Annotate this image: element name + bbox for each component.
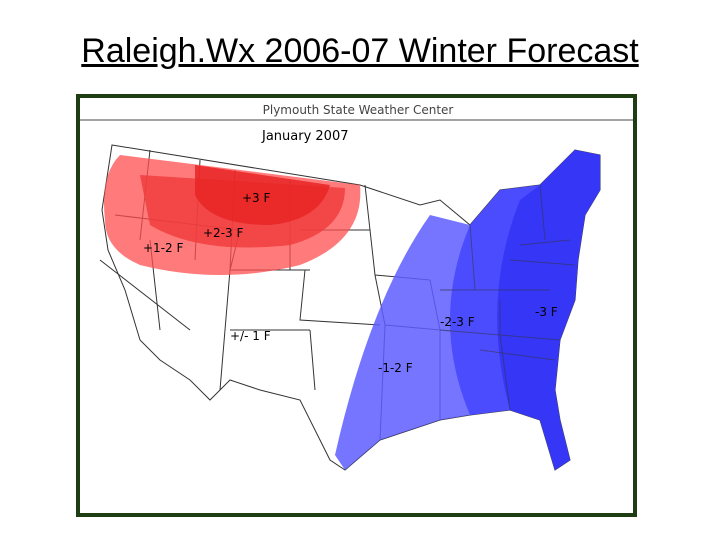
map-source: Plymouth State Weather Center bbox=[263, 103, 454, 117]
anomaly-label: -3 F bbox=[535, 305, 558, 319]
slide-title: Raleigh.Wx 2006-07 Winter Forecast bbox=[81, 32, 639, 70]
state-lines-east bbox=[439, 184, 576, 411]
anomaly-label: +2-3 F bbox=[203, 226, 243, 240]
anomaly-label: -2-3 F bbox=[440, 315, 475, 329]
anomaly-label: +/- 1 F bbox=[230, 329, 271, 343]
anomaly-label: +3 F bbox=[242, 191, 271, 205]
anomaly-label: -1-2 F bbox=[378, 361, 413, 375]
warm-zone-inner bbox=[195, 165, 330, 225]
cold-zone-inner bbox=[497, 150, 600, 470]
map-period: January 2007 bbox=[261, 129, 349, 144]
anomaly-label: +1-2 F bbox=[143, 241, 183, 255]
